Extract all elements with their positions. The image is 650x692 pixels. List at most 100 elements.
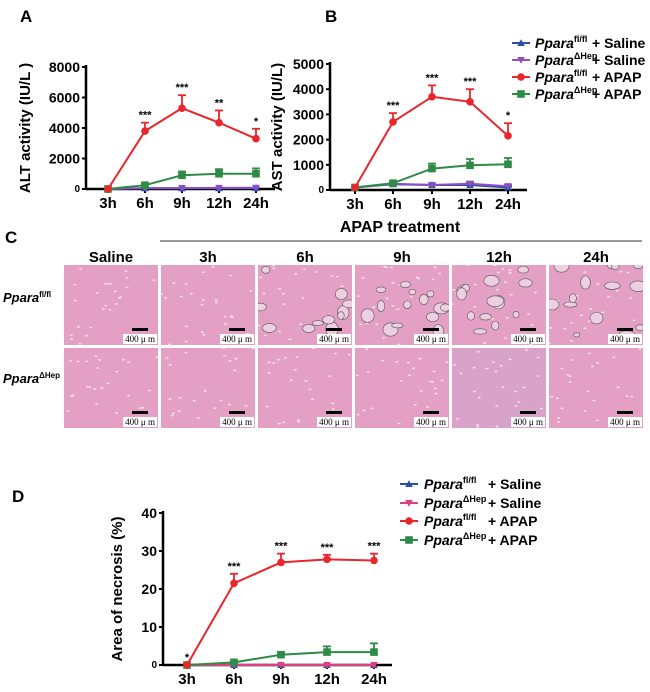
apap-treatment-title: APAP treatment: [340, 219, 461, 236]
tissue-texture: [165, 348, 255, 428]
histology-image: 400 μ m: [161, 265, 255, 345]
y-tick-label: 0: [151, 660, 157, 671]
panel-label-c: C: [5, 228, 17, 247]
legend-label: Pparafl/fl: [424, 512, 476, 529]
scale-bar: [132, 328, 148, 331]
x-tick-label: 6h: [384, 196, 402, 213]
significance-marker: *: [254, 116, 259, 128]
legend-treatment: + Saline: [592, 35, 646, 51]
legend-gene: Ppara: [535, 86, 574, 102]
scale-bar: [617, 411, 633, 414]
histology-image: 400 μ m: [161, 348, 255, 428]
histology-image: 400 μ m: [64, 265, 158, 345]
scale-bar-label: 400 μ m: [414, 417, 448, 427]
legend-treatment: + APAP: [488, 532, 537, 548]
data-point: [104, 185, 112, 193]
legend-marker: [517, 56, 525, 64]
data-point: [466, 180, 474, 188]
data-point: [351, 183, 359, 192]
scale-bar: [132, 411, 148, 414]
legend-marker: [405, 536, 413, 544]
scale-bar: [326, 328, 342, 331]
tissue-texture: [549, 265, 643, 345]
chart-d: 0 10 20 30 40 3h 6h 9h 12h 24h Area of necrosis (%…: [109, 505, 392, 688]
histology-image: 400 μ m: [355, 348, 449, 428]
legend-genotype: ΔHep: [574, 85, 598, 95]
chart-b: 0 1000 2000 3000 4000 5000 3h 6h 9h 12h 24h AST act…: [269, 56, 527, 213]
x-tick-label: 12h: [457, 196, 483, 213]
legend-gene: Ppara: [535, 35, 574, 51]
data-point: [466, 98, 474, 106]
y-tick-label: 6000: [49, 90, 80, 106]
y-tick-label: 0: [74, 184, 80, 195]
data-point: [230, 579, 238, 588]
y-axis-label: AST activity (IU/L): [269, 63, 286, 191]
scale-bar-label: 400 μ m: [123, 334, 157, 344]
y-tick-label: 1000: [293, 157, 324, 173]
data-point: [178, 171, 186, 180]
x-tick-label: 3h: [99, 195, 117, 212]
scale-bar-label: 400 μ m: [123, 417, 157, 427]
series-line: [354, 95, 509, 188]
legend-treatment: + Saline: [488, 495, 542, 511]
data-point: [389, 179, 397, 187]
data-point: [183, 661, 191, 669]
legend-label: PparaΔHep: [535, 85, 598, 102]
data-point: [215, 169, 223, 178]
tissue-texture: [69, 268, 156, 345]
scale-bar: [423, 411, 439, 414]
scale-bar-label: 400 μ m: [608, 417, 642, 427]
scale-bar: [617, 328, 633, 331]
data-point: [277, 650, 285, 659]
x-tick-label: 12h: [206, 195, 232, 212]
y-tick-label: 20: [141, 581, 157, 597]
significance-marker: ***: [228, 561, 242, 573]
data-point: [215, 118, 223, 127]
legend-gene: Ppara: [424, 476, 463, 492]
data-point: [504, 160, 512, 169]
legend-gene: Ppara: [424, 513, 463, 529]
series-line: [186, 558, 375, 666]
legend-genotype: fl/fl: [574, 34, 588, 44]
data-point: [141, 181, 149, 189]
scale-bar: [520, 328, 536, 331]
legend-label: Pparafl/fl: [424, 475, 476, 492]
tissue-texture: [66, 355, 158, 426]
scale-bar: [229, 411, 245, 414]
y-tick-label: 10: [141, 619, 157, 635]
y-tick-label: 5000: [293, 56, 324, 72]
column-header-6h: 6h: [296, 249, 314, 266]
data-point: [277, 661, 285, 669]
data-point: [428, 181, 436, 189]
series-2: [104, 94, 260, 193]
y-tick-label: 4000: [293, 81, 324, 97]
data-point: [252, 184, 260, 192]
x-tick-label: 9h: [272, 671, 290, 688]
significance-marker: ***: [139, 110, 153, 122]
legend-treatment: + Saline: [592, 52, 646, 68]
scale-bar-label: 400 μ m: [317, 334, 351, 344]
legend-gene: Ppara: [424, 495, 463, 511]
x-tick-label: 12h: [314, 671, 340, 688]
legend-label: PparaΔHep: [535, 51, 598, 68]
tissue-texture: [355, 348, 449, 425]
legend-genotype: ΔHep: [463, 494, 487, 504]
significance-marker: *: [506, 110, 511, 122]
scale-bar-label: 400 μ m: [511, 417, 545, 427]
data-point: [370, 661, 378, 669]
y-tick-label: 0: [318, 185, 324, 196]
significance-marker: ***: [275, 541, 289, 553]
legend-genotype: fl/fl: [463, 512, 477, 522]
data-point: [277, 558, 285, 567]
data-point: [504, 183, 512, 191]
legend-marker: [405, 480, 413, 488]
scale-bar: [520, 411, 536, 414]
tissue-texture: [452, 265, 544, 345]
column-header-12h: 12h: [486, 249, 512, 266]
significance-marker: ***: [387, 100, 401, 112]
histology-image: 400 μ m: [549, 348, 643, 428]
scale-bar-label: 400 μ m: [220, 334, 254, 344]
series-2: [351, 84, 512, 192]
